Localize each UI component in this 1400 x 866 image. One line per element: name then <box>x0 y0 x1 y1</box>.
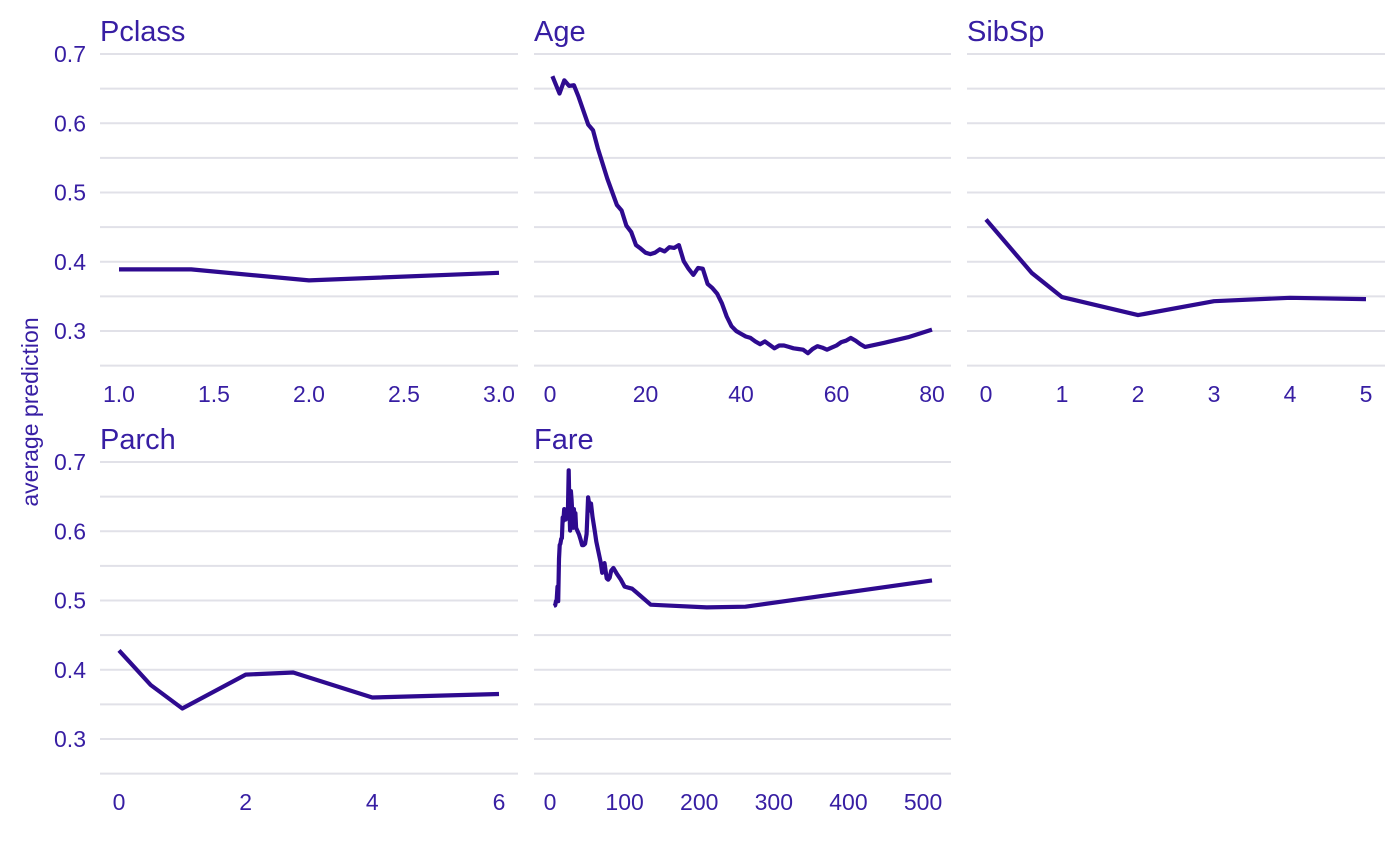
x-tick-label: 500 <box>904 789 942 815</box>
x-tick-label: 4 <box>1284 381 1297 407</box>
y-tick-label: 0.6 <box>54 110 86 136</box>
x-tick-label: 0 <box>544 789 557 815</box>
x-tick-label: 5 <box>1360 381 1373 407</box>
x-tick-label: 3.0 <box>483 381 515 407</box>
x-tick-label: 2 <box>239 789 252 815</box>
y-tick-label: 0.6 <box>54 518 86 544</box>
x-tick-label: 0 <box>544 381 557 407</box>
x-tick-label: 1.5 <box>198 381 230 407</box>
panel-title-fare: Fare <box>534 424 594 456</box>
x-tick-label: 20 <box>633 381 659 407</box>
y-tick-label: 0.4 <box>54 657 86 683</box>
x-tick-label: 0 <box>980 381 993 407</box>
panel-parch: Parch 0.3 0.4 0.5 0.6 0.7 0 2 4 6 <box>54 424 518 815</box>
x-tick-label: 300 <box>755 789 793 815</box>
x-tick-label: 0 <box>113 789 126 815</box>
panel-sibsp: SibSp 0 1 2 3 4 5 <box>967 16 1385 407</box>
series-line-parch <box>117 648 500 711</box>
x-tick-label: 2.0 <box>293 381 325 407</box>
x-tick-label: 80 <box>919 381 945 407</box>
x-tick-label: 40 <box>728 381 754 407</box>
panel-title-sibsp: SibSp <box>967 16 1044 48</box>
x-tick-label: 2 <box>1132 381 1145 407</box>
x-tick-label: 1 <box>1056 381 1069 407</box>
x-tick-label: 100 <box>605 789 643 815</box>
y-tick-label: 0.3 <box>54 726 86 752</box>
series-line-sibsp <box>984 218 1367 318</box>
x-tick-label: 4 <box>366 789 379 815</box>
panel-title-parch: Parch <box>100 424 176 456</box>
x-tick-label: 2.5 <box>388 381 420 407</box>
x-tick-label: 200 <box>680 789 718 815</box>
series-line-fare <box>552 468 933 610</box>
panel-title-age: Age <box>534 16 586 48</box>
panel-pclass: Pclass 0.3 0.4 0.5 0.6 0.7 1.0 1.5 2.0 2.5 3.0 <box>54 16 518 407</box>
y-tick-label: 0.4 <box>54 249 86 275</box>
x-tick-label: 400 <box>829 789 867 815</box>
x-tick-label: 1.0 <box>103 381 135 407</box>
panel-age: Age 0 20 40 60 80 <box>534 16 951 407</box>
series-line-pclass <box>119 267 500 283</box>
y-tick-label: 0.7 <box>54 41 86 67</box>
panels: Pclass 0.3 0.4 0.5 0.6 0.7 1.0 1.5 2.0 2.5 3.0 Age 0… <box>54 16 1385 815</box>
x-tick-label: 60 <box>824 381 850 407</box>
y-tick-label: 0.5 <box>54 180 86 206</box>
y-axis-title: average prediction <box>17 317 43 506</box>
panel-fare: Fare 0 100 200 300 400 500 <box>534 424 951 815</box>
y-tick-label: 0.3 <box>54 318 86 344</box>
x-tick-label: 6 <box>493 789 506 815</box>
series-line-age <box>550 75 933 356</box>
panel-title-pclass: Pclass <box>100 16 185 48</box>
y-tick-label: 0.5 <box>54 588 86 614</box>
y-tick-label: 0.7 <box>54 449 86 475</box>
x-tick-label: 3 <box>1208 381 1221 407</box>
